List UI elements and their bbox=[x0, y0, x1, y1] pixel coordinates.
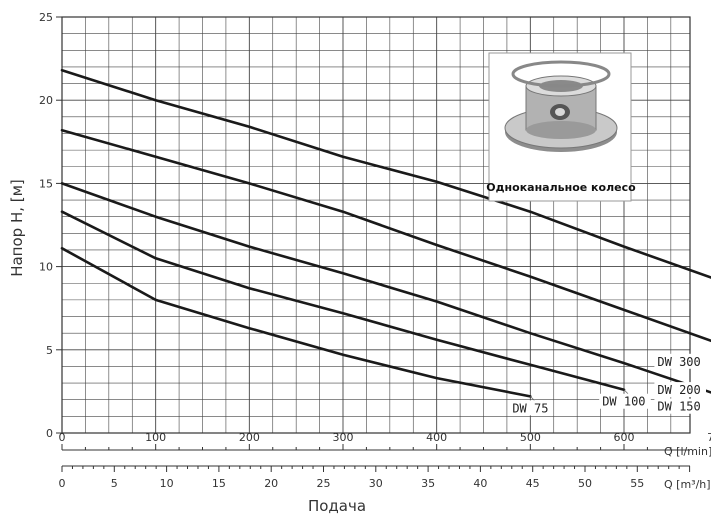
plot-border bbox=[61, 16, 691, 434]
x-tick-label-primary: 500 bbox=[520, 431, 541, 444]
x-tick-label-secondary: 45 bbox=[526, 477, 540, 490]
y-tick-label: 0 bbox=[46, 427, 53, 440]
x-tick-label-primary: 600 bbox=[614, 431, 635, 444]
x-tick-label-primary: 700 bbox=[707, 431, 711, 444]
x-axis-title: Подача bbox=[308, 497, 366, 515]
curve-dw-100 bbox=[60, 210, 626, 392]
inset-caption: Одноканальное колесо bbox=[486, 181, 636, 194]
x-tick-label-secondary: 15 bbox=[212, 477, 226, 490]
x-tick-label-primary: 0 bbox=[59, 431, 66, 444]
x-tick-label-secondary: 25 bbox=[317, 477, 331, 490]
x-tick-label-secondary: 20 bbox=[264, 477, 278, 490]
x-unit-secondary: Q [m³/h] bbox=[664, 478, 711, 491]
series-label-dw-200: DW 200 bbox=[657, 383, 700, 397]
y-tick-label: 20 bbox=[39, 94, 53, 107]
y-tick-label: 10 bbox=[39, 261, 53, 274]
series-label-bg bbox=[599, 393, 651, 409]
x-unit-primary: Q [l/min] bbox=[664, 445, 711, 458]
series-label-bg bbox=[509, 400, 554, 416]
pump-curves bbox=[60, 68, 711, 398]
curve-dw-200 bbox=[60, 128, 711, 343]
series-label-dw-75: DW 75 bbox=[512, 401, 548, 415]
series-label-bg bbox=[654, 398, 706, 414]
x-tick-label-primary: 400 bbox=[426, 431, 447, 444]
x-tick-label-secondary: 0 bbox=[59, 477, 66, 490]
y-tick-label: 15 bbox=[39, 177, 53, 190]
x-tick-label-secondary: 40 bbox=[473, 477, 487, 490]
series-label-dw-100: DW 100 bbox=[602, 395, 645, 409]
y-axis-ticks: 0510152025010020030040050060070080090005… bbox=[39, 11, 711, 490]
single-channel-impeller-photo-icon bbox=[504, 60, 618, 152]
x-tick-label-secondary: 50 bbox=[578, 477, 592, 490]
x-tick-label-secondary: 30 bbox=[369, 477, 383, 490]
series-label-leader bbox=[530, 396, 535, 401]
curve-dw-75 bbox=[60, 247, 532, 398]
series-label-dw-300: DW 300 bbox=[657, 355, 700, 369]
series-label-leader bbox=[623, 389, 629, 395]
impeller-inset: Одноканальное колесо bbox=[486, 52, 636, 202]
curve-dw-150 bbox=[60, 182, 711, 394]
x-tick-label-primary: 100 bbox=[145, 431, 166, 444]
series-label-bg bbox=[654, 382, 706, 398]
x-tick-label-primary: 300 bbox=[333, 431, 354, 444]
series-label-bg bbox=[654, 353, 706, 369]
x-tick-label-secondary: 55 bbox=[630, 477, 644, 490]
x-tick-label-secondary: 35 bbox=[421, 477, 435, 490]
y-axis-title: Напор H, [м] bbox=[8, 179, 26, 277]
series-label-dw-150: DW 150 bbox=[657, 400, 700, 414]
x-tick-label-secondary: 10 bbox=[160, 477, 174, 490]
x-tick-label-secondary: 5 bbox=[111, 477, 118, 490]
y-tick-label: 5 bbox=[46, 344, 53, 357]
x-tick-label-primary: 200 bbox=[239, 431, 260, 444]
curve-dw-300 bbox=[60, 68, 711, 279]
y-tick-label: 25 bbox=[39, 11, 53, 24]
series-labels: DW 75 DW 100 DW 150 DW 200 DW 300 bbox=[509, 353, 706, 416]
